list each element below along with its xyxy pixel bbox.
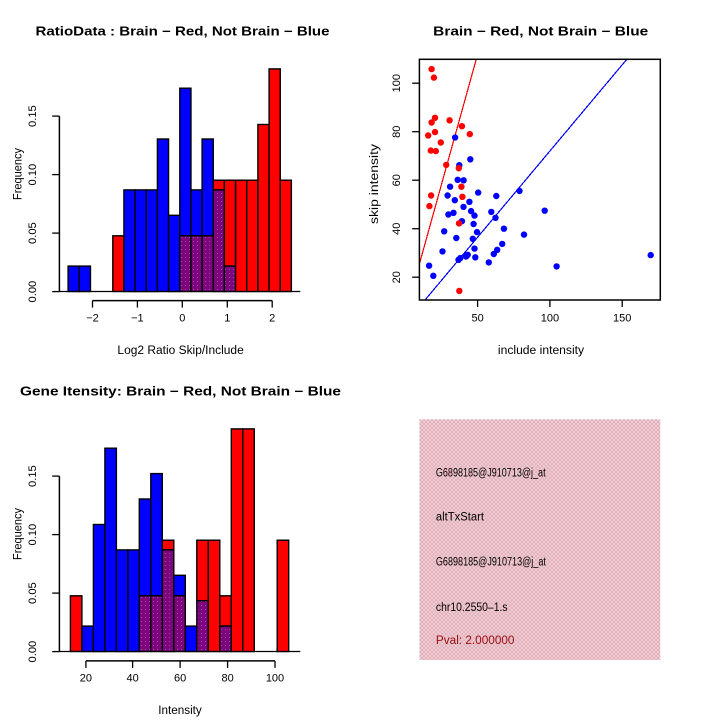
svg-text:0.10: 0.10 <box>27 524 39 546</box>
svg-text:100: 100 <box>541 312 559 324</box>
svg-text:20: 20 <box>80 673 92 685</box>
svg-text:0.00: 0.00 <box>27 281 39 303</box>
svg-text:G6898185@J910713@j_at: G6898185@J910713@j_at <box>436 557 547 569</box>
svg-text:0.15: 0.15 <box>27 465 39 487</box>
svg-text:chr10.2550–1.s: chr10.2550–1.s <box>436 602 508 614</box>
svg-text:G6898185@J910713@j_at: G6898185@J910713@j_at <box>436 467 546 479</box>
svg-text:altTxStart: altTxStart <box>436 512 485 524</box>
svg-text:−1: −1 <box>131 312 144 324</box>
svg-text:80: 80 <box>391 126 403 138</box>
svg-text:Intensity: Intensity <box>158 705 202 717</box>
svg-text:0.15: 0.15 <box>27 105 39 127</box>
svg-text:0.05: 0.05 <box>27 582 39 604</box>
svg-text:50: 50 <box>471 312 483 324</box>
svg-text:100: 100 <box>391 74 403 92</box>
svg-text:2: 2 <box>269 312 275 324</box>
svg-text:Frequency: Frequency <box>13 148 25 200</box>
svg-text:Pval: 2.000000: Pval: 2.000000 <box>436 635 515 647</box>
svg-text:skip intensity: skip intensity <box>369 144 381 224</box>
svg-text:0.00: 0.00 <box>27 641 39 663</box>
svg-text:150: 150 <box>613 312 631 324</box>
svg-text:40: 40 <box>126 673 138 685</box>
svg-text:0.10: 0.10 <box>27 164 39 186</box>
svg-text:40: 40 <box>391 223 403 235</box>
svg-text:Log2 Ratio Skip/Include: Log2 Ratio Skip/Include <box>117 345 243 357</box>
svg-text:Frequency: Frequency <box>13 508 25 560</box>
svg-text:60: 60 <box>391 174 403 186</box>
svg-text:include intensity: include intensity <box>498 345 584 357</box>
svg-text:0: 0 <box>179 312 185 324</box>
svg-text:60: 60 <box>174 673 186 685</box>
svg-text:Brain − Red, Not Brain − Blue: Brain − Red, Not Brain − Blue <box>433 25 648 39</box>
svg-text:1: 1 <box>224 312 230 324</box>
svg-text:RatioData : Brain − Red, Not B: RatioData : Brain − Red, Not Brain − Blu… <box>36 25 330 39</box>
svg-text:100: 100 <box>266 673 284 685</box>
svg-text:0.05: 0.05 <box>27 222 39 244</box>
svg-text:−2: −2 <box>86 312 99 324</box>
svg-text:20: 20 <box>391 271 403 283</box>
svg-text:80: 80 <box>221 673 233 685</box>
svg-text:Gene Itensity: Brain − Red, No: Gene Itensity: Brain − Red, Not Brain − … <box>20 384 341 398</box>
